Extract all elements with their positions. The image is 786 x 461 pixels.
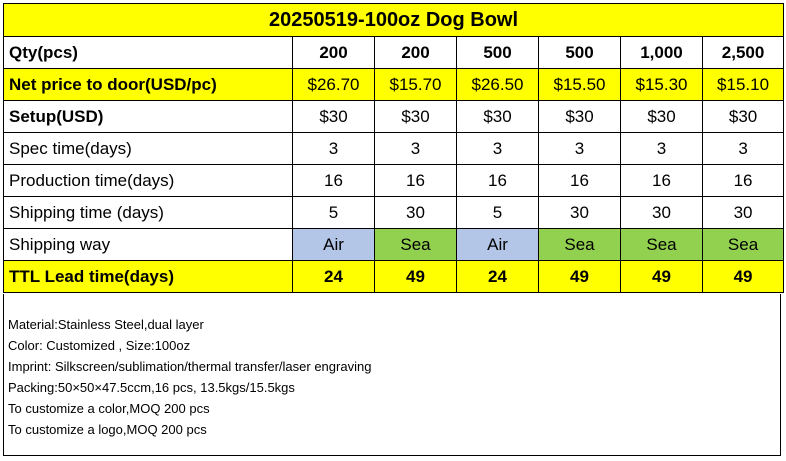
ttl-cell: 24 <box>456 260 539 293</box>
qty-cell: 500 <box>538 36 621 69</box>
row-label: Shipping time (days) <box>3 196 293 229</box>
price-cell: $26.70 <box>292 68 375 101</box>
qty-cell: 200 <box>374 36 457 69</box>
shipping-cell: 5 <box>292 196 375 229</box>
shipping-cell: 30 <box>374 196 457 229</box>
row-label: Shipping way <box>3 228 293 261</box>
spec-time-row: Spec time(days) 3 3 3 3 3 3 <box>3 132 785 165</box>
spec-cell: 3 <box>456 132 539 165</box>
price-cell: $15.30 <box>620 68 703 101</box>
shipping-way-cell: Sea <box>620 228 703 261</box>
title-row: 20250519-100oz Dog Bowl <box>2 3 785 37</box>
spec-cell: 3 <box>374 132 457 165</box>
setup-row: Setup(USD) $30 $30 $30 $30 $30 $30 <box>3 100 785 133</box>
net-price-row: Net price to door(USD/pc) $26.70 $15.70 … <box>3 68 785 101</box>
shipping-way-cell: Sea <box>374 228 457 261</box>
production-time-row: Production time(days) 16 16 16 16 16 16 <box>3 164 785 197</box>
row-label: Net price to door(USD/pc) <box>3 68 293 101</box>
note-packing: Packing:50×50×47.5ccm,16 pcs, 13.5kgs/15… <box>8 380 295 395</box>
spec-cell: 3 <box>701 132 785 165</box>
qty-cell: 500 <box>456 36 539 69</box>
ttl-cell: 24 <box>292 260 375 293</box>
price-cell: $15.70 <box>374 68 457 101</box>
ttl-lead-time-row: TTL Lead time(days) 24 49 24 49 49 49 <box>3 260 785 293</box>
row-label: Production time(days) <box>3 164 293 197</box>
qty-cell: 1,000 <box>620 36 703 69</box>
production-cell: 16 <box>701 164 785 197</box>
row-label: Spec time(days) <box>3 132 293 165</box>
setup-cell: $30 <box>701 100 785 133</box>
price-cell: $26.50 <box>456 68 539 101</box>
shipping-cell: 30 <box>538 196 621 229</box>
qty-cell: 200 <box>292 36 375 69</box>
spec-cell: 3 <box>538 132 621 165</box>
quote-table: 20250519-100oz Dog Bowl Qty(pcs) 200 200… <box>2 3 785 293</box>
production-cell: 16 <box>292 164 375 197</box>
shipping-time-row: Shipping time (days) 5 30 5 30 30 30 <box>3 196 785 229</box>
production-cell: 16 <box>620 164 703 197</box>
spec-cell: 3 <box>620 132 703 165</box>
sheet-title: 20250519-100oz Dog Bowl <box>2 3 785 37</box>
ttl-cell: 49 <box>374 260 457 293</box>
setup-cell: $30 <box>292 100 375 133</box>
price-cell: $15.50 <box>538 68 621 101</box>
ttl-cell: 49 <box>538 260 621 293</box>
spec-cell: 3 <box>292 132 375 165</box>
note-material: Material:Stainless Steel,dual layer <box>8 317 204 332</box>
shipping-way-cell: Air <box>292 228 375 261</box>
setup-cell: $30 <box>538 100 621 133</box>
note-logo-moq: To customize a logo,MOQ 200 pcs <box>8 422 207 437</box>
qty-cell: 2,500 <box>701 36 785 69</box>
product-notes: Material:Stainless Steel,dual layer Colo… <box>3 294 781 456</box>
note-color: Color: Customized , Size:100oz <box>8 338 191 353</box>
setup-cell: $30 <box>456 100 539 133</box>
production-cell: 16 <box>456 164 539 197</box>
shipping-way-row: Shipping way Air Sea Air Sea Sea Sea <box>3 228 785 261</box>
setup-cell: $30 <box>374 100 457 133</box>
shipping-cell: 30 <box>701 196 785 229</box>
price-cell: $15.10 <box>701 68 785 101</box>
setup-cell: $30 <box>620 100 703 133</box>
row-label: Qty(pcs) <box>3 36 293 69</box>
note-imprint: Imprint: Silkscreen/sublimation/thermal … <box>8 359 372 374</box>
ttl-cell: 49 <box>620 260 703 293</box>
shipping-cell: 30 <box>620 196 703 229</box>
row-label: TTL Lead time(days) <box>3 260 293 293</box>
quote-sheet: 20250519-100oz Dog Bowl Qty(pcs) 200 200… <box>2 3 785 293</box>
shipping-way-cell: Sea <box>701 228 785 261</box>
row-label: Setup(USD) <box>3 100 293 133</box>
ttl-cell: 49 <box>701 260 785 293</box>
shipping-way-cell: Sea <box>538 228 621 261</box>
production-cell: 16 <box>538 164 621 197</box>
note-color-moq: To customize a color,MOQ 200 pcs <box>8 401 210 416</box>
production-cell: 16 <box>374 164 457 197</box>
shipping-cell: 5 <box>456 196 539 229</box>
shipping-way-cell: Air <box>456 228 539 261</box>
qty-row: Qty(pcs) 200 200 500 500 1,000 2,500 <box>3 36 785 69</box>
